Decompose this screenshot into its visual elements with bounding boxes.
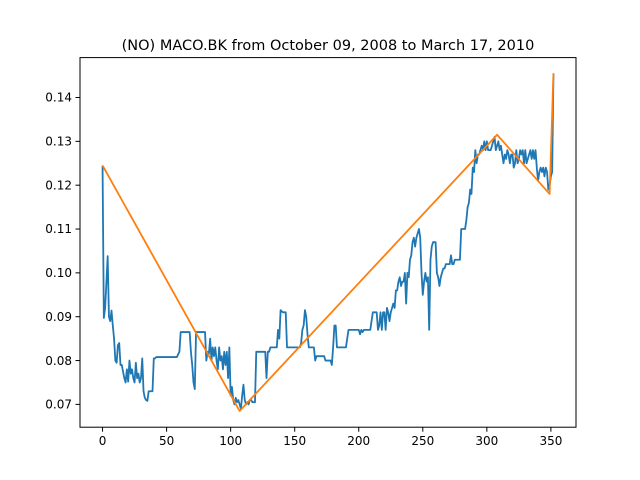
y-tick-label: 0.09 bbox=[45, 310, 72, 324]
y-tick-label: 0.08 bbox=[45, 354, 72, 368]
x-tick-label: 250 bbox=[411, 434, 434, 448]
chart-title: (NO) MACO.BK from October 09, 2008 to Ma… bbox=[122, 38, 535, 54]
x-tick-label: 350 bbox=[539, 434, 562, 448]
x-axis-ticks: 0 50 100 150 200 250 300 350 bbox=[99, 427, 562, 448]
x-tick-label: 300 bbox=[475, 434, 498, 448]
y-tick-label: 0.14 bbox=[45, 91, 72, 105]
y-tick-label: 0.13 bbox=[45, 135, 72, 149]
y-tick-label: 0.11 bbox=[45, 222, 72, 236]
axes-frame bbox=[79, 57, 577, 428]
y-axis-ticks: 0.07 0.08 0.09 0.10 0.11 0.12 0.13 0.14 bbox=[45, 91, 80, 412]
y-tick-label: 0.10 bbox=[45, 266, 72, 280]
x-tick-label: 50 bbox=[159, 434, 174, 448]
x-tick-label: 200 bbox=[347, 434, 370, 448]
y-tick-label: 0.12 bbox=[45, 178, 72, 192]
x-tick-label: 0 bbox=[99, 434, 107, 448]
plot-area: 0 50 100 150 200 250 300 350 0.070.080.090.100.… bbox=[45, 57, 577, 448]
series-layer bbox=[101, 73, 555, 412]
x-tick-label: 100 bbox=[219, 434, 242, 448]
y-tick-label: 0.07 bbox=[45, 398, 72, 412]
x-tick-label: 150 bbox=[283, 434, 306, 448]
series-line-trend bbox=[101, 73, 555, 412]
series-line-price bbox=[101, 73, 555, 410]
